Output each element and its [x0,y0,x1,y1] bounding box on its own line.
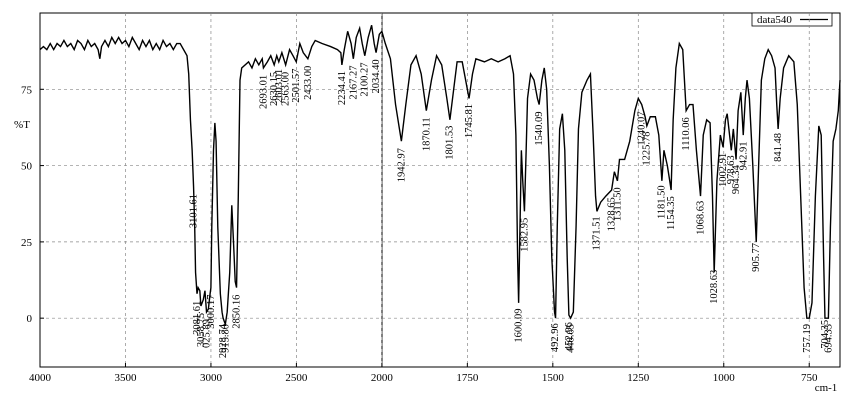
peak-label: 1311.50 [612,187,623,221]
peak-label: 448.65 [565,324,576,353]
peak-label: 3058.75 [196,313,207,347]
legend-box [751,12,833,27]
peak-label: 704.35 [820,320,831,349]
peak-label: 2563.00 [281,72,292,106]
peak-label: 1240.07 [637,112,648,146]
x-tick-label: 1250 [627,372,650,384]
x-axis-label: cm-1 [815,382,838,394]
x-tick-label: 3500 [114,372,137,384]
peak-label: 1540.09 [534,111,545,145]
peak-label: 1328.65 [606,197,617,231]
peak-label: 1002.91 [718,153,729,187]
peak-label: 3101.61 [189,194,200,228]
peak-label: 2501.57 [291,69,302,103]
y-axis-label: %T [14,119,30,131]
x-tick-label: 1000 [713,372,736,384]
peak-label: 492.96 [550,323,561,352]
legend: data540 [751,12,833,27]
x-tick-label: 1500 [542,372,565,384]
peak-label: 757.19 [802,324,813,353]
peak-label: 1745.81 [464,104,475,138]
peak-label: 964.34 [731,164,742,194]
spectrum-line [39,25,841,325]
plot-frame [39,12,841,368]
peak-label: 1110.06 [681,117,692,150]
peak-label: 2100.27 [360,63,371,97]
y-tick-label: 50 [21,161,33,173]
peak-label: 1154.35 [666,196,677,230]
x-tick-label: 1750 [456,372,479,384]
peak-label: 025.89 [202,319,213,348]
x-tick-label: 4000 [29,372,52,384]
peak-label: 1870.11 [421,117,432,151]
peak-label: 3000.17 [206,295,217,329]
peak-label: 2034.40 [371,59,382,93]
y-tick-label: 25 [21,237,33,249]
peak-label: 1068.63 [695,201,706,235]
x-tick-label: 750 [801,372,818,384]
x-tick-label: 2000 [371,372,394,384]
x-tick-label: 2500 [285,372,308,384]
peak-label: 1225.78 [642,131,653,165]
peak-label: 2630.15 [269,72,280,106]
peak-label: 1942.97 [396,148,407,182]
peak-label: 2850.16 [232,295,243,329]
peak-label: 3081.61 [192,301,203,335]
peak-label: 694.35 [823,324,834,353]
legend-label: data540 [757,14,792,26]
y-tick-label: 0 [27,313,33,325]
peak-label: 2928.74 [218,323,229,358]
peak-label: 1600.09 [514,309,525,343]
peak-label: 1028.63 [709,270,720,304]
peak-label: 1801.53 [445,126,456,160]
peak-label: 841.48 [773,133,784,162]
peak-label: 2433.00 [303,66,314,100]
peak-label: 905.77 [751,243,762,272]
x-tick-label: 3000 [200,372,223,384]
y-tick-label: 75 [21,84,33,96]
peak-label: 452.96 [564,322,575,351]
peak-label: 1181.50 [657,185,668,219]
peak-label: 942.91 [738,142,749,171]
peak-label: 2167.27 [348,65,359,99]
peak-label: 2234.41 [337,71,348,105]
peak-label: 2603.01 [274,69,285,103]
peak-label: 1582.95 [519,218,530,252]
peak-label: 1371.51 [592,216,603,250]
peak-label: 978.63 [726,155,737,184]
peak-label: 915.80 [220,324,231,353]
peak-label: 2693.01 [258,75,269,109]
